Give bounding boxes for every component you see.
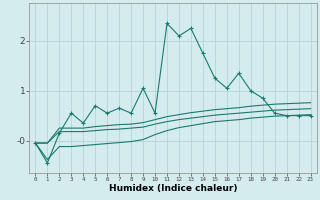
X-axis label: Humidex (Indice chaleur): Humidex (Indice chaleur): [109, 184, 237, 193]
